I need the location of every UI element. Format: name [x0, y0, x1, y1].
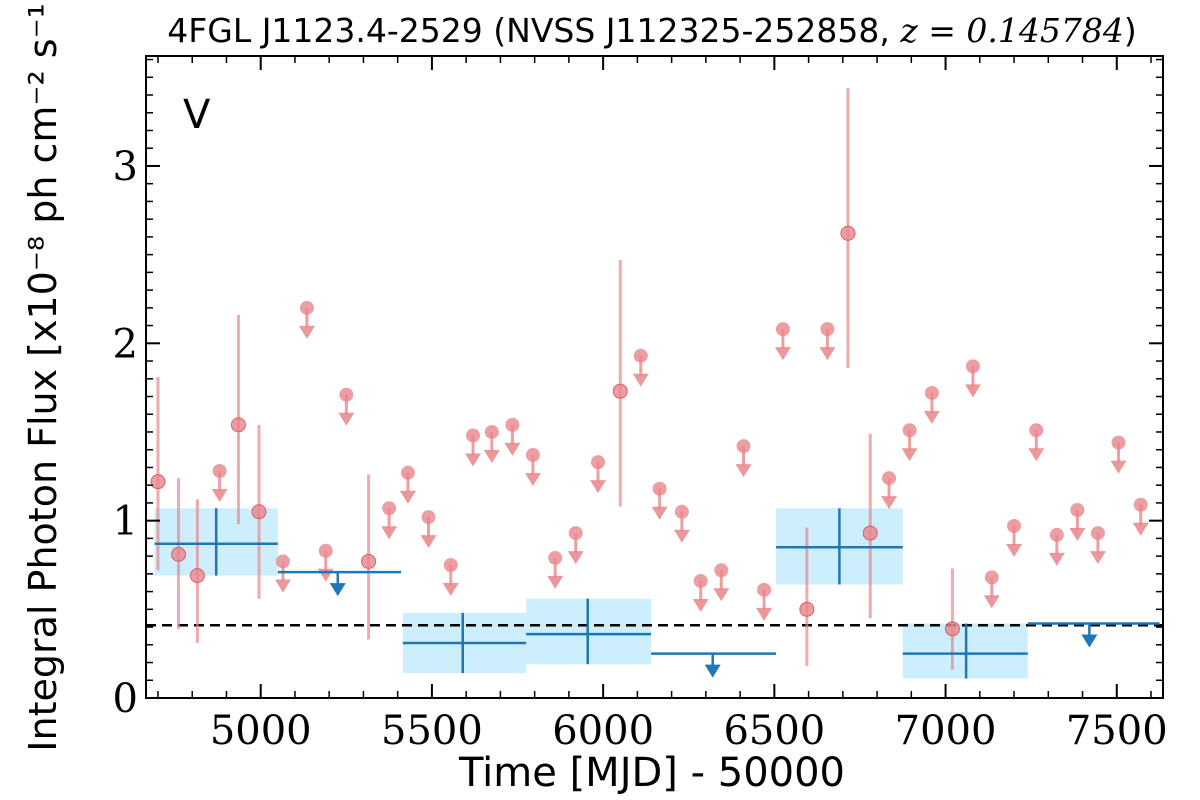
- short-bin-upper-limit-arrow: [632, 373, 649, 387]
- short-bin-upper-limit-arrow: [964, 384, 981, 398]
- short-bin-upper-limit-arrow: [567, 551, 584, 565]
- y-axis-label: Integral Photon Flux [x10⁻⁸ ph cm⁻² s⁻¹]: [21, 0, 65, 752]
- x-tick-label: 6000: [552, 708, 654, 754]
- short-bin-upper-limit-arrow: [1089, 551, 1106, 565]
- x-tick-label: 5000: [210, 708, 312, 754]
- long-bin-upper-limit-arrow: [329, 583, 346, 597]
- short-bin-upper-limit-arrow: [673, 529, 690, 543]
- x-tick-label: 7500: [1066, 708, 1168, 754]
- short-bin-point: [171, 546, 187, 562]
- short-bin-upper-limit-arrow: [1006, 543, 1023, 557]
- y-tick-label: 0: [113, 676, 138, 722]
- short-bin-upper-limit-arrow: [923, 410, 940, 424]
- short-bin-points: [150, 87, 1149, 670]
- chart-title-redshift: z = 0.145784: [899, 11, 1123, 50]
- short-bin-upper-limit-arrow: [1132, 522, 1149, 536]
- short-bin-upper-limit-arrow: [465, 453, 482, 467]
- short-bin-point: [150, 474, 166, 490]
- short-bin-upper-limit-arrow: [442, 582, 459, 596]
- short-bin-upper-limit-arrow: [735, 464, 752, 478]
- short-bin-upper-limit-arrow: [399, 490, 416, 504]
- x-tick-label: 7000: [895, 708, 997, 754]
- short-bin-point: [612, 383, 628, 399]
- plot-frame: [145, 55, 1164, 699]
- short-bin-upper-limit-arrow: [381, 526, 398, 540]
- short-bin-point: [189, 568, 205, 584]
- long-bin-upper-limit-arrow: [1081, 634, 1098, 648]
- short-bin-upper-limit-arrow: [420, 535, 437, 549]
- y-tick-label: 3: [113, 144, 138, 190]
- short-bin-upper-limit-arrow: [547, 575, 564, 589]
- x-tick-label: 6500: [723, 708, 825, 754]
- y-tick-label: 1: [113, 499, 138, 545]
- short-bin-point: [230, 417, 246, 433]
- short-bin-upper-limit-arrow: [756, 607, 773, 621]
- short-bin-upper-limit-arrow: [1028, 448, 1045, 462]
- short-bin-point: [361, 553, 377, 569]
- short-bin-upper-limit-arrow: [1069, 528, 1086, 542]
- y-tick-label: 2: [113, 321, 138, 367]
- short-bin-upper-limit-arrow: [274, 579, 291, 593]
- panel-label: V: [183, 92, 211, 138]
- short-bin-upper-limit-arrow: [338, 412, 355, 426]
- confidence-bands: [154, 508, 1028, 679]
- short-bin-upper-limit-arrow: [1048, 552, 1065, 566]
- chart-title: 4FGL J1123.4-2529 (NVSS J112325-252858, …: [167, 11, 1136, 50]
- short-bin-point: [862, 525, 878, 541]
- chart-title-suffix: ): [1124, 11, 1137, 50]
- short-bin-upper-limit-arrow: [692, 598, 709, 612]
- long-bin-upper-limit-arrow: [704, 664, 721, 678]
- short-bin-point: [799, 601, 815, 617]
- long-bin-points: [154, 508, 1160, 679]
- short-bin-point: [944, 621, 960, 637]
- short-bin-upper-limit-arrow: [1110, 460, 1127, 474]
- short-bin-upper-limit-arrow: [651, 506, 668, 520]
- axis-ticks: 5000 5500 6000 6500 7000 7500 0 1 2 3: [113, 56, 1168, 754]
- short-bin-upper-limit-arrow: [881, 496, 898, 510]
- short-bin-upper-limit-marker: [382, 501, 397, 516]
- short-bin-upper-limit-arrow: [590, 480, 606, 494]
- short-bin-point: [840, 225, 856, 241]
- short-bin-point: [251, 504, 267, 520]
- short-bin-upper-limit-arrow: [524, 473, 541, 487]
- short-bin-upper-limit-arrow: [483, 449, 500, 463]
- short-bin-upper-limit-arrow: [317, 568, 334, 582]
- chart-title-prefix: 4FGL J1123.4-2529 (NVSS J112325-252858,: [167, 11, 900, 50]
- short-bin-upper-limit-arrow: [713, 588, 730, 602]
- short-bin-upper-limit-arrow: [901, 448, 918, 462]
- short-bin-upper-limit-arrow: [298, 325, 315, 339]
- short-bin-upper-limit-arrow: [504, 442, 521, 456]
- short-bin-upper-limit-arrow: [211, 488, 228, 502]
- short-bin-upper-limit-arrow: [819, 347, 836, 361]
- short-bin-upper-limit-arrow: [774, 347, 791, 361]
- short-bin-upper-limit-arrow: [983, 595, 1000, 609]
- x-axis-label: Time [MJD] - 50000: [458, 750, 845, 796]
- x-tick-label: 5500: [381, 708, 483, 754]
